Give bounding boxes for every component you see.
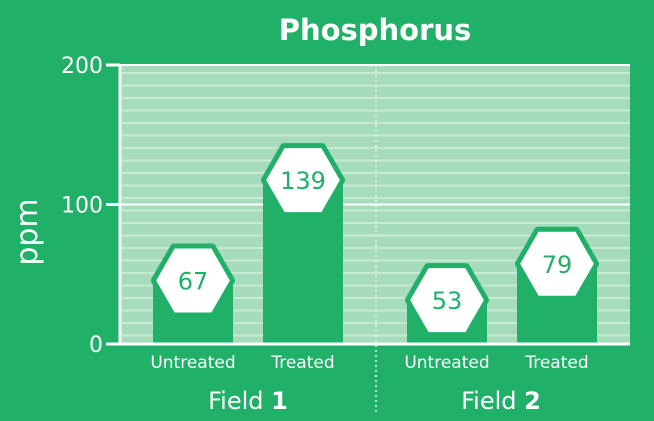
category-label: Treated: [524, 353, 588, 373]
y-tick-label: 100: [61, 194, 103, 219]
value-badge: [154, 246, 232, 315]
data-label: 139: [280, 167, 326, 195]
category-labels: Untreated Treated Field 1 Untreated Treated F…: [150, 353, 588, 415]
category-label: Untreated: [404, 353, 489, 373]
group-label: Field 1: [208, 387, 288, 415]
chart-title: Phosphorus: [279, 13, 472, 47]
category-label: Untreated: [150, 353, 235, 373]
bars: 67 139 53 79: [151, 143, 599, 344]
y-tick-label: 200: [61, 54, 103, 79]
value-badge: [518, 229, 596, 298]
value-badge: [264, 146, 342, 215]
y-tick-label: 0: [89, 333, 103, 358]
value-badge: [408, 266, 486, 335]
group-label: Field 2: [461, 387, 541, 415]
y-axis-ticks: 0 100 200: [61, 54, 120, 358]
y-axis-label: ppm: [10, 198, 45, 265]
category-label: Treated: [270, 353, 334, 373]
data-label: 53: [432, 287, 463, 315]
data-label: 79: [542, 251, 573, 279]
data-label: 67: [178, 268, 209, 296]
